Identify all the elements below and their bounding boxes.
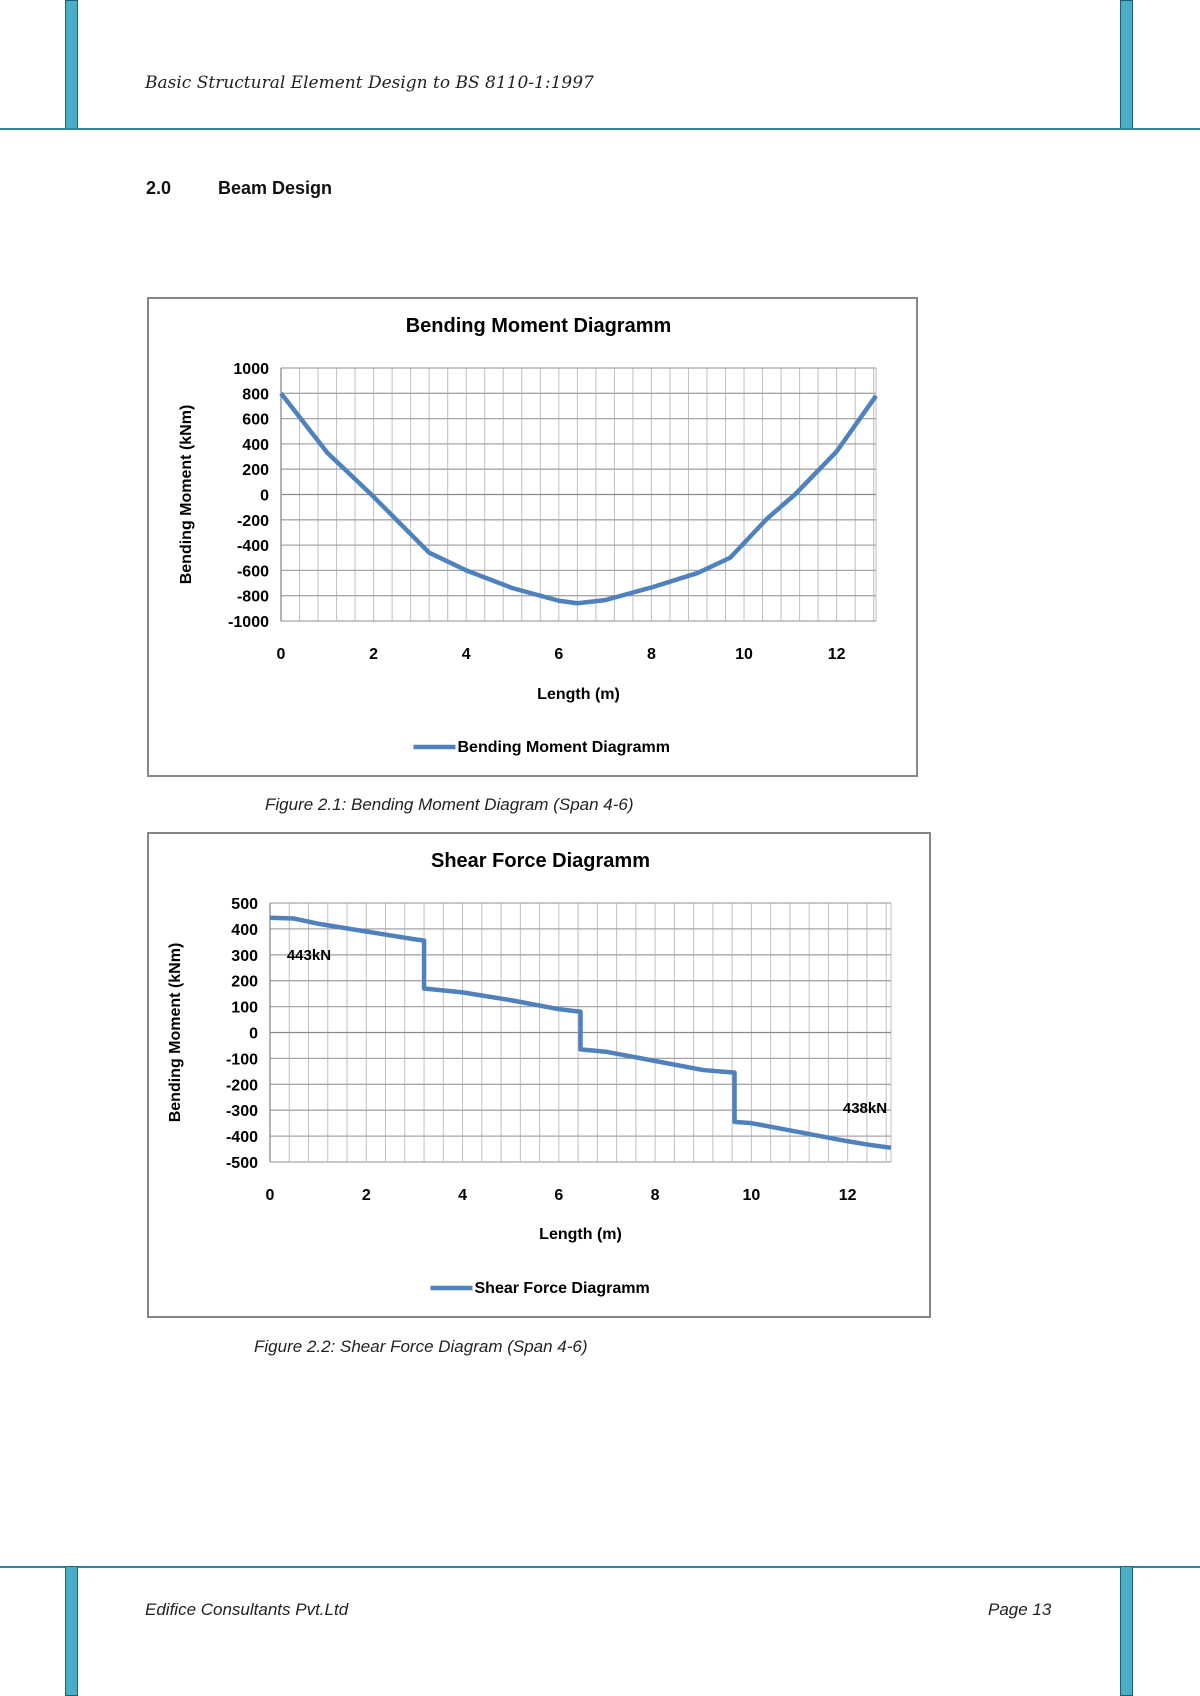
header-accent-bar-left [65,0,78,130]
data-annotation: 438kN [843,1100,887,1117]
x-tick-label: 10 [742,1187,760,1204]
y-tick-label: -200 [226,1077,258,1094]
chart-svg: 1000 800 600 400 200 0 -200 -400 -600 -800 -1000 0 2… [178,315,878,756]
footer-accent-bar-left [65,1566,78,1696]
footer-rule [0,1566,1200,1568]
y-tick-label: 800 [242,386,269,403]
y-tick-label: -200 [237,513,269,530]
y-axis-label: Bending Moment (kNm) [167,943,184,1123]
x-tick-label: 4 [462,646,471,663]
x-tick-label: 8 [647,646,656,663]
y-tick-label: -400 [226,1129,258,1146]
y-tick-label: 500 [231,896,258,913]
y-tick-label: 1000 [233,361,269,378]
x-tick-label: 10 [735,646,753,663]
x-tick-label: 0 [277,646,286,663]
bending-moment-chart: 1000 800 600 400 200 0 -200 -400 -600 -800 -1000 0 2… [147,297,918,777]
x-axis-label: Length (m) [539,1226,622,1243]
chart-svg: 500 400 300 200 100 0 -100 -200 -300 -400 -500 0 2 4 6… [167,850,892,1297]
footer-company: Edifice Consultants Pvt.Ltd [145,1600,349,1619]
figure-caption-1: Figure 2.1: Bending Moment Diagram (Span… [265,795,634,814]
x-tick-label: 2 [362,1187,371,1204]
y-tick-label: 600 [242,412,269,429]
y-tick-label: -500 [226,1155,258,1172]
legend-label: Bending Moment Diagramm [458,739,670,756]
data-annotation: 443kN [287,947,331,964]
chart-title: Bending Moment Diagramm [406,315,672,337]
legend-label: Shear Force Diagramm [475,1280,650,1297]
y-tick-label: -400 [237,538,269,555]
y-tick-label: -600 [237,563,269,580]
x-tick-label: 8 [651,1187,660,1204]
y-tick-label: -300 [226,1103,258,1120]
y-tick-label: -800 [237,589,269,606]
y-tick-label: -100 [226,1051,258,1068]
section-title: Beam Design [218,178,333,198]
x-tick-label: 12 [828,646,846,663]
x-tick-label: 0 [266,1187,275,1204]
section-number: 2.0 [146,178,172,198]
y-tick-label: -1000 [228,614,269,631]
header-title: Basic Structural Element Design to BS 81… [145,73,594,93]
header-rule [0,128,1200,130]
y-tick-label: 0 [249,1026,258,1043]
figure-caption-2: Figure 2.2: Shear Force Diagram (Span 4-… [254,1337,588,1356]
y-tick-label: 400 [242,437,269,454]
y-tick-label: 200 [242,462,269,479]
y-tick-label: 0 [260,488,269,505]
footer-page-number: Page 13 [988,1600,1052,1619]
chart-title: Shear Force Diagramm [431,850,650,872]
y-tick-label: 100 [231,1000,258,1017]
x-tick-label: 4 [458,1187,467,1204]
y-tick-label: 300 [231,948,258,965]
y-axis-label: Bending Moment (kNm) [178,405,195,585]
x-tick-label: 2 [369,646,378,663]
series-line [279,391,878,606]
x-tick-label: 6 [554,646,563,663]
x-tick-label: 12 [839,1187,857,1204]
series-line [269,915,892,1150]
shear-force-chart: 500 400 300 200 100 0 -100 -200 -300 -400 -500 0 2 4 6… [147,832,931,1318]
x-axis-label: Length (m) [537,686,620,703]
footer-accent-bar-right [1120,1566,1133,1696]
y-tick-label: 200 [231,974,258,991]
y-tick-label: 400 [231,922,258,939]
header-accent-bar-right [1120,0,1133,130]
x-tick-label: 6 [554,1187,563,1204]
